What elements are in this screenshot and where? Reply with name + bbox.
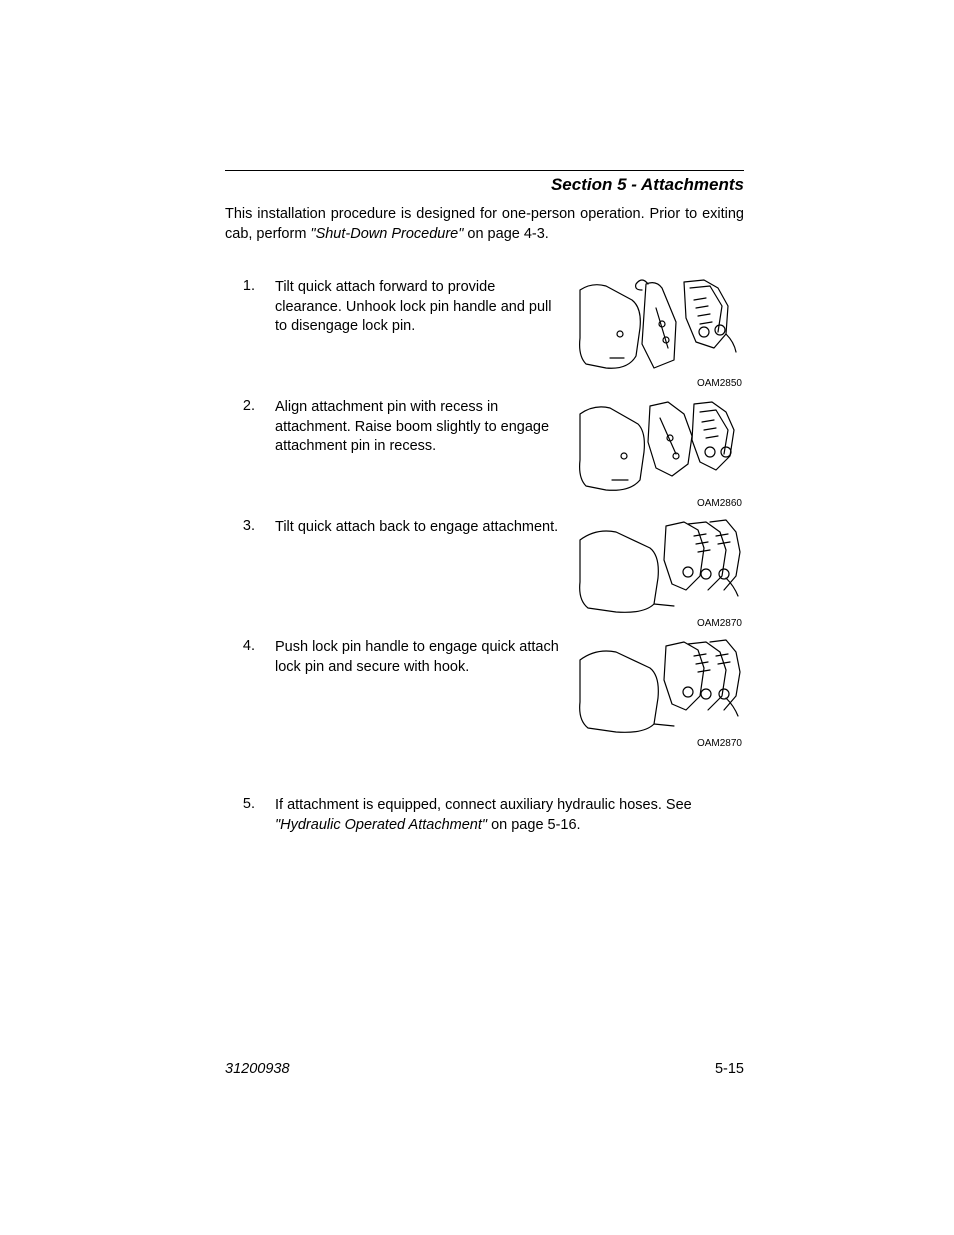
step-1-number: 1. — [225, 278, 261, 294]
step-3-figure-label: OAM2870 — [576, 618, 744, 629]
section-title: Section 5 - Attachments — [225, 175, 744, 195]
step-1: 1. Tilt quick attach forward to provide … — [225, 278, 744, 390]
step-4-number: 4. — [225, 638, 261, 654]
step-3-number: 3. — [225, 518, 261, 534]
intro-ref: "Shut-Down Procedure" — [310, 226, 463, 242]
diagram-icon — [576, 518, 744, 616]
step-4-text: Push lock pin handle to engage quick att… — [275, 638, 562, 677]
page: Section 5 - Attachments This installatio… — [0, 0, 954, 1235]
step-4-figure: OAM2870 — [576, 638, 744, 749]
diagram-icon — [576, 398, 744, 496]
step-2: 2. Align attachment pin with recess in a… — [225, 398, 744, 510]
step-2-number: 2. — [225, 398, 261, 414]
intro-paragraph: This installation procedure is designed … — [225, 205, 744, 244]
document-number: 31200938 — [225, 1061, 290, 1077]
step-5: 5. If attachment is equipped, connect au… — [225, 796, 744, 835]
step-2-figure-label: OAM2860 — [576, 498, 744, 509]
step-5-lead: If attachment is equipped, connect auxil… — [275, 797, 692, 813]
step-1-figure-label: OAM2850 — [576, 378, 744, 389]
step-5-number: 5. — [225, 796, 261, 812]
step-5-ref: "Hydraulic Operated Attachment" — [275, 817, 487, 833]
step-5-text: If attachment is equipped, connect auxil… — [275, 796, 744, 835]
header-rule — [225, 170, 744, 171]
diagram-icon — [576, 638, 744, 736]
step-4-figure-label: OAM2870 — [576, 738, 744, 749]
step-5-ref-tail: on page 5-16. — [487, 817, 581, 833]
page-footer: 31200938 5-15 — [225, 1061, 744, 1077]
diagram-icon — [576, 278, 744, 376]
step-1-text: Tilt quick attach forward to provide cle… — [275, 278, 562, 337]
step-4: 4. Push lock pin handle to engage quick … — [225, 638, 744, 750]
step-1-figure: OAM2850 — [576, 278, 744, 389]
intro-ref-tail: on page 4-3. — [463, 226, 548, 242]
step-3: 3. Tilt quick attach back to engage atta… — [225, 518, 744, 630]
step-3-figure: OAM2870 — [576, 518, 744, 629]
step-2-figure: OAM2860 — [576, 398, 744, 509]
step-3-text: Tilt quick attach back to engage attachm… — [275, 518, 562, 538]
step-2-text: Align attachment pin with recess in atta… — [275, 398, 562, 457]
page-number: 5-15 — [715, 1061, 744, 1077]
